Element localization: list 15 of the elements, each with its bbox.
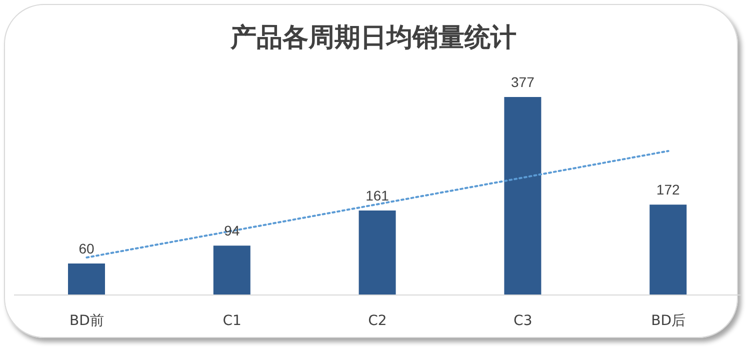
- bar: [68, 263, 105, 295]
- chart-title: 产品各周期日均销量统计: [229, 22, 518, 55]
- x-tick-label: C1: [222, 312, 242, 329]
- bar: [504, 97, 542, 295]
- bar: [213, 246, 250, 295]
- data-label: 60: [78, 240, 94, 256]
- x-tick-label: C3: [514, 312, 532, 329]
- x-tick-label: BD前: [70, 312, 104, 329]
- x-tick-label: C2: [368, 312, 387, 329]
- x-tick-label: BD后: [651, 312, 686, 329]
- data-label: 172: [656, 182, 680, 198]
- data-label: 161: [366, 187, 390, 204]
- bar: [650, 204, 687, 295]
- bar: [358, 210, 396, 295]
- data-label: 377: [511, 74, 535, 90]
